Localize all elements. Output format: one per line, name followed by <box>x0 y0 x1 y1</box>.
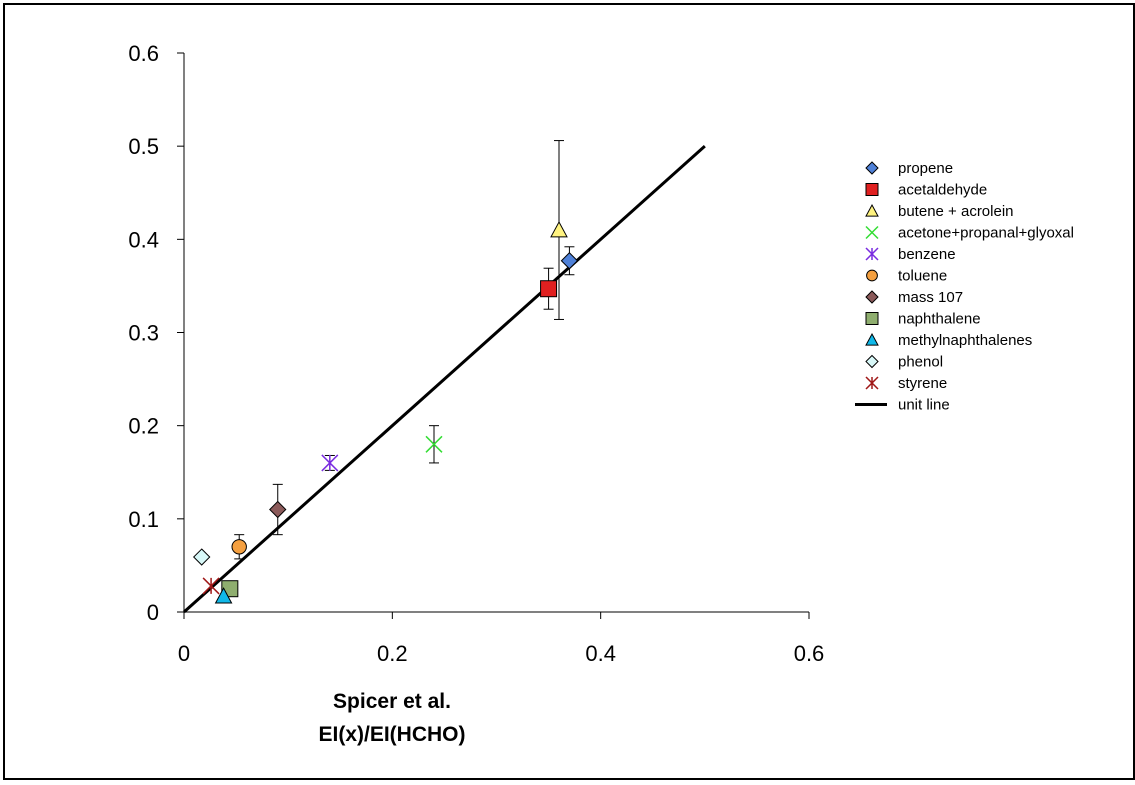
legend-item-acetaldehyde: acetaldehyde <box>865 182 987 199</box>
legend-item-unit-line: unit line <box>855 397 950 414</box>
series-benzene <box>321 454 339 472</box>
legend-swatch <box>865 376 879 390</box>
y-tick-label: 0.5 <box>128 134 159 159</box>
legend-label: phenol <box>898 354 943 371</box>
legend-swatch <box>865 225 879 240</box>
series-methylnaphthalenes <box>214 587 233 604</box>
legend-label: naphthalene <box>898 311 981 328</box>
legend-swatch <box>865 312 879 325</box>
data-point-styrene <box>202 577 220 595</box>
legend-item-styrene: styrene <box>865 375 947 392</box>
legend-item-methylnaphthalenes: methylnaphthalenes <box>865 332 1032 349</box>
data-point-butene-acrolein <box>550 220 568 238</box>
legend-item-mass-107: mass 107 <box>865 289 963 306</box>
y-tick-label: 0.1 <box>128 507 159 532</box>
series-mass-107 <box>269 483 287 536</box>
data-point-mass-107 <box>269 500 287 519</box>
legend-swatch <box>865 161 879 175</box>
y-tick-label: 0 <box>147 600 159 625</box>
legend-label: mass 107 <box>898 289 963 306</box>
legend-label: unit line <box>898 397 950 414</box>
x-tick-label: 0.2 <box>377 641 408 666</box>
data-point-propene <box>560 252 579 270</box>
y-tick-label: 0.3 <box>128 321 159 346</box>
chart-border <box>3 3 1135 780</box>
legend-swatch <box>865 183 879 196</box>
series-butene-acrolein <box>550 140 568 320</box>
legend-label: acetaldehyde <box>898 182 987 199</box>
series-phenol <box>193 548 211 566</box>
series-propene <box>560 246 579 276</box>
legend-label: methylnaphthalenes <box>898 332 1032 349</box>
legend-item-propene: propene <box>865 160 953 177</box>
data-point-acetone-propanal-glyoxal <box>425 435 443 453</box>
x-axis-label-line1: Spicer et al. <box>333 690 451 713</box>
legend-item-naphthalene: naphthalene <box>865 311 981 328</box>
legend-swatch <box>865 247 879 261</box>
y-tick-label: 0.2 <box>128 414 159 439</box>
legend-label: propene <box>898 160 953 177</box>
legend-label: styrene <box>898 375 947 392</box>
series-styrene <box>202 577 220 595</box>
legend-item-phenol: phenol <box>865 354 943 371</box>
data-point-acetaldehyde <box>540 280 558 298</box>
data-point-methylnaphthalenes <box>214 587 233 604</box>
x-tick-label: 0.4 <box>585 641 616 666</box>
data-point-toluene <box>231 539 247 555</box>
data-point-phenol <box>193 548 211 566</box>
data-marks <box>183 140 706 614</box>
unit-line <box>183 145 706 614</box>
legend-swatch <box>865 354 879 369</box>
chart-frame: 0 0.1 0.2 0.3 0.4 0.5 0.6 0 0.2 0.4 0.6 propene ace… <box>3 3 1135 780</box>
legend-swatch <box>866 269 878 282</box>
legend-item-acetone-propanal-glyoxal: acetone+propanal+glyoxal <box>865 225 1074 242</box>
legend-label: butene + acrolein <box>898 203 1014 220</box>
scatter-chart: 0 0.1 0.2 0.3 0.4 0.5 0.6 0 0.2 0.4 0.6 propene ace… <box>3 3 1135 780</box>
legend-item-benzene: benzene <box>865 246 956 263</box>
axes: 0 0.1 0.2 0.3 0.4 0.5 0.6 0 0.2 0.4 0.6 <box>128 41 824 666</box>
legend-label: acetone+propanal+glyoxal <box>898 225 1074 242</box>
x-tick-label: 0.6 <box>794 641 825 666</box>
legend-swatch <box>865 332 879 346</box>
legend-swatch <box>865 290 879 304</box>
legend-item-butene-acrolein: butene + acrolein <box>865 203 1014 220</box>
series-toluene <box>231 534 247 560</box>
series-acetone-propanal-glyoxal <box>425 425 443 464</box>
legend-swatch <box>865 203 879 217</box>
legend-label: benzene <box>898 246 956 263</box>
y-tick-label: 0.4 <box>128 227 159 252</box>
x-tick-label: 0 <box>178 641 190 666</box>
series-acetaldehyde <box>540 267 558 310</box>
data-point-benzene <box>321 454 339 472</box>
y-tick-label: 0.6 <box>128 41 159 66</box>
legend: propene acetaldehyde butene + acrolein acet… <box>855 160 1074 414</box>
legend-label: toluene <box>898 268 947 285</box>
legend-item-toluene: toluene <box>866 268 947 285</box>
x-axis-label-line2: EI(x)/EI(HCHO) <box>319 723 466 746</box>
